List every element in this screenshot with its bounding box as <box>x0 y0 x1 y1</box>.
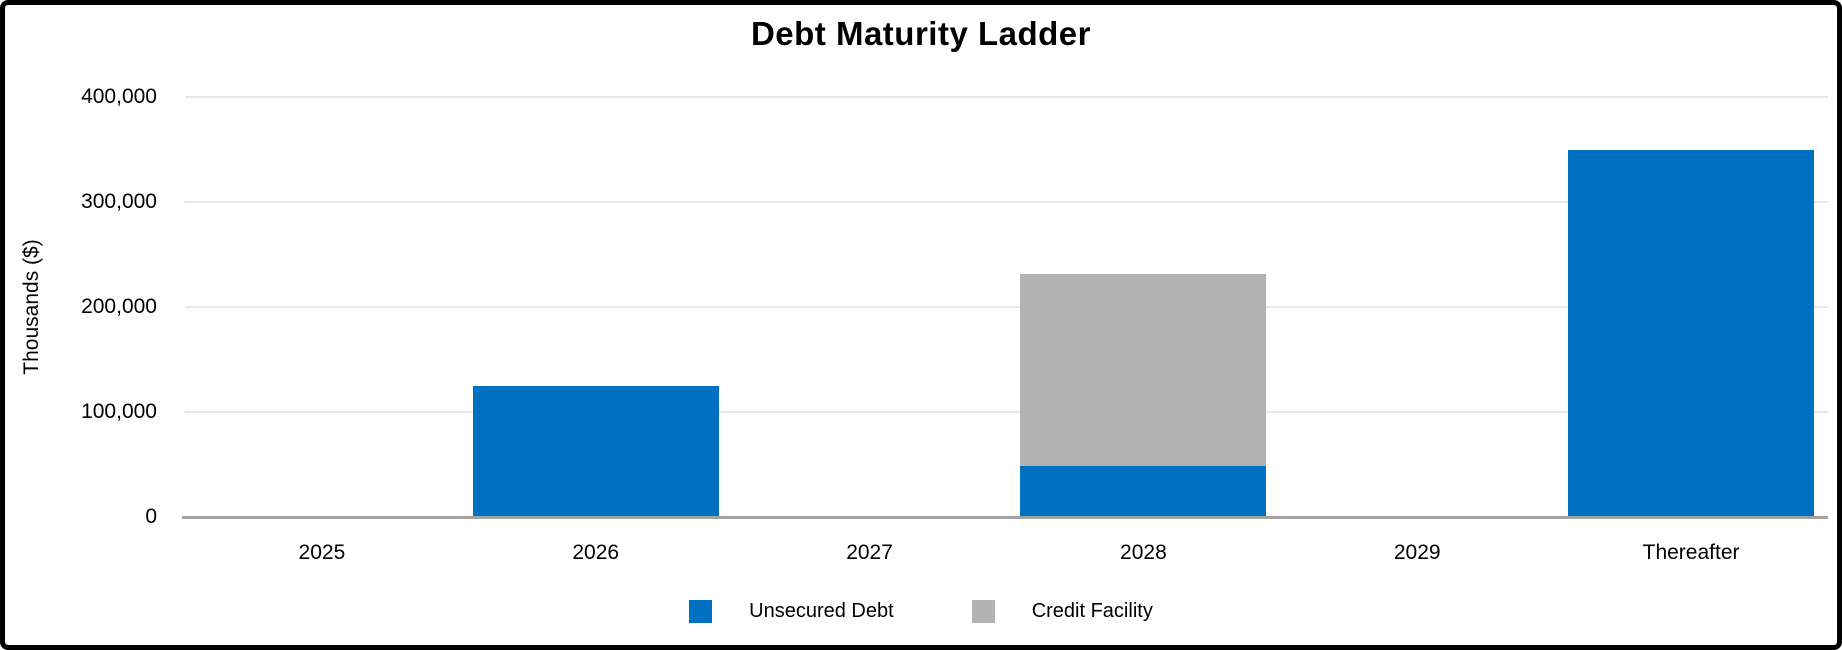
y-tick-label-0: 0 <box>145 505 157 528</box>
bar-segment-unsecured-debt-thereafter <box>1568 149 1814 517</box>
legend-item-unsecured-debt: Unsecured Debt <box>689 600 894 623</box>
legend-label-unsecured-debt: Unsecured Debt <box>749 600 894 622</box>
x-tick-label-2025: 2025 <box>298 541 346 564</box>
x-tick-label-2027: 2027 <box>846 541 893 564</box>
gridline-300-000 <box>185 201 1828 203</box>
x-tick-label-2028: 2028 <box>1120 541 1167 564</box>
gridline-400-000 <box>185 96 1828 98</box>
chart-title: Debt Maturity Ladder <box>750 15 1092 52</box>
plot-area <box>182 96 1828 519</box>
gridline-200-000 <box>185 306 1828 308</box>
bar-segment-unsecured-debt-2026 <box>473 385 719 517</box>
x-axis-line <box>182 516 1828 519</box>
bar-segment-credit-facility-2028 <box>1020 274 1266 467</box>
y-tick-label-100-000: 100,000 <box>81 400 157 423</box>
bar-segment-unsecured-debt-2028 <box>1020 466 1266 517</box>
legend-swatch-credit-facility <box>971 600 995 623</box>
legend-label-credit-facility: Credit Facility <box>1031 600 1153 622</box>
x-tick-label-2029: 2029 <box>1393 541 1441 564</box>
legend-swatch-unsecured-debt <box>689 600 713 623</box>
gridline-100-000 <box>185 411 1828 413</box>
y-tick-label-300-000: 300,000 <box>81 190 157 213</box>
legend: Unsecured Debt Credit Facility <box>5 600 1837 623</box>
x-tick-label-thereafter: Thereafter <box>1642 541 1740 564</box>
legend-item-credit-facility: Credit Facility <box>971 600 1153 623</box>
y-tick-label-400-000: 400,000 <box>81 85 157 108</box>
x-tick-label-2026: 2026 <box>572 541 620 564</box>
y-tick-label-200-000: 200,000 <box>81 295 157 318</box>
